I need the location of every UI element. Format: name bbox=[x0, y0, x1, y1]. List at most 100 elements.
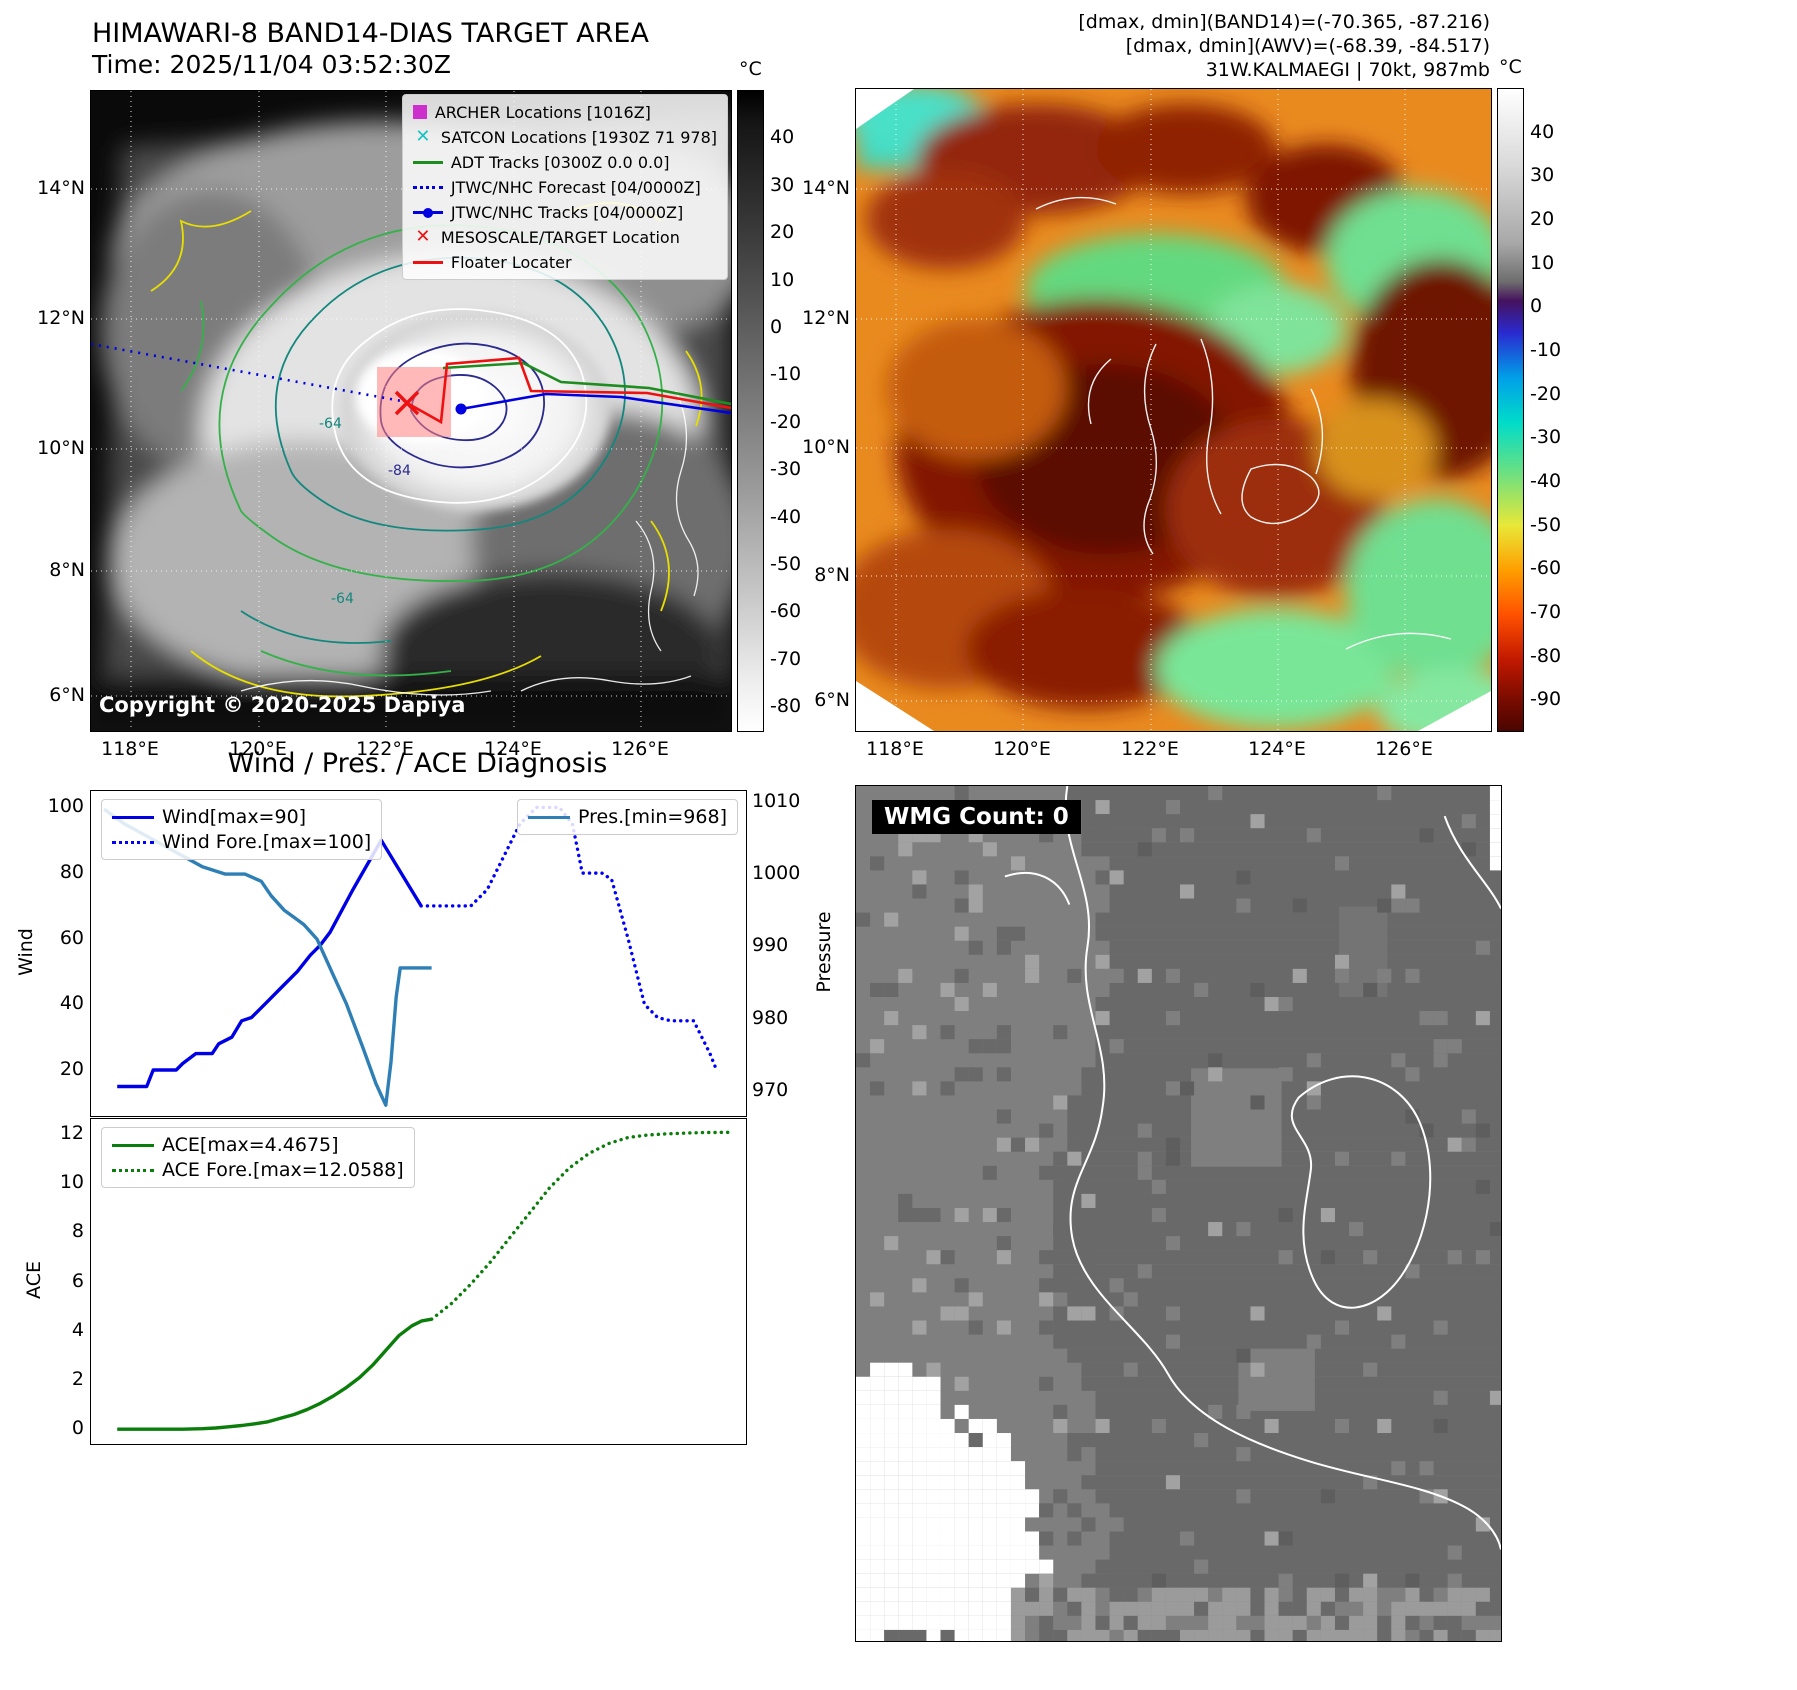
ace-axis-label: ACE bbox=[23, 1261, 45, 1299]
map1-y-axis: 14°N 12°N 10°N 8°N 6°N bbox=[30, 90, 85, 730]
ace-legend: ACE[max=4.4675] ACE Fore.[max=12.0588] bbox=[101, 1127, 415, 1188]
y-tick: 10°N bbox=[37, 437, 85, 459]
legend-item-forecast: JTWC/NHC Forecast [04/0000Z] bbox=[412, 176, 717, 198]
archer-square-icon bbox=[412, 105, 427, 119]
ace-line-icon bbox=[112, 1143, 154, 1147]
y-tick: 6°N bbox=[814, 689, 850, 711]
x-tick: 122°E bbox=[356, 738, 414, 760]
wind-legend: Wind[max=90] Wind Fore.[max=100] bbox=[101, 799, 383, 860]
satcon-x-icon: ✕ bbox=[415, 126, 431, 147]
wmg-map: WMG Count: 0 bbox=[855, 785, 1502, 1642]
legend-label: ACE[max=4.4675] bbox=[162, 1134, 339, 1156]
contour-label: -64 bbox=[319, 416, 342, 432]
legend-item-adt: ADT Tracks [0300Z 0.0 0.0] bbox=[412, 151, 717, 173]
y-tick: 14°N bbox=[37, 177, 85, 199]
colorbar-gradient bbox=[1497, 88, 1524, 732]
jtwc-track-point bbox=[455, 403, 467, 415]
awv-enhanced-map bbox=[855, 88, 1492, 732]
adt-track bbox=[442, 361, 731, 406]
legend-item-ace: ACE[max=4.4675] bbox=[112, 1134, 404, 1156]
legend-item-tracks: JTWC/NHC Tracks [04/0000Z] bbox=[412, 201, 717, 223]
dmax-dmin-awv: [dmax, dmin](AWV)=(-68.39, -84.517) bbox=[1125, 35, 1490, 57]
wind-pressure-plot bbox=[103, 805, 719, 1107]
legend-label: ARCHER Locations [1016Z] bbox=[434, 102, 651, 122]
kalmaegi-header: [dmax, dmin](BAND14)=(-70.365, -87.216) … bbox=[855, 10, 1490, 82]
x-tick: 118°E bbox=[101, 738, 159, 760]
x-tick: 120°E bbox=[229, 738, 287, 760]
y-tick: 6°N bbox=[49, 684, 85, 706]
legend-label: ADT Tracks [0300Z 0.0 0.0] bbox=[450, 152, 670, 172]
x-tick: 122°E bbox=[1121, 738, 1179, 760]
ace-chart: ACE[max=4.4675] ACE Fore.[max=12.0588] bbox=[90, 1118, 747, 1445]
map2-y-axis: 14°N 12°N 10°N 8°N 6°N bbox=[795, 88, 850, 730]
legend-label: JTWC/NHC Tracks [04/0000Z] bbox=[450, 202, 684, 222]
jtwc-track bbox=[460, 392, 731, 415]
wmg-count-badge: WMG Count: 0 bbox=[872, 800, 1081, 834]
x-tick: 120°E bbox=[993, 738, 1051, 760]
legend-label: Wind Fore.[max=100] bbox=[162, 831, 372, 853]
tracks-line-dot-icon bbox=[412, 207, 443, 218]
x-tick: 118°E bbox=[866, 738, 924, 760]
legend-item-wind: Wind[max=90] bbox=[112, 806, 371, 828]
band14-panel-title: HIMAWARI-8 BAND14-DIAS TARGET AREA bbox=[92, 18, 649, 49]
latlon-grid bbox=[856, 89, 1491, 731]
legend-item-archer: ARCHER Locations [1016Z] bbox=[412, 101, 717, 123]
y-tick: 14°N bbox=[802, 177, 850, 199]
pressure-legend: Pres.[min=968] bbox=[517, 799, 738, 835]
dmax-dmin-band14: [dmax, dmin](BAND14)=(-70.365, -87.216) bbox=[1078, 11, 1490, 33]
y-tick: 8°N bbox=[49, 559, 85, 581]
diagnosis-title: Wind / Pres. / ACE Diagnosis bbox=[227, 748, 608, 779]
mesoscale-target-box bbox=[377, 367, 451, 437]
jtwc-forecast-track bbox=[91, 342, 408, 404]
colorbar-ticks: 40 30 20 10 0 -10 -20 -30 -40 -50 -60 -70 -80 -90 bbox=[1530, 120, 1562, 711]
band14-satellite-map: ARCHER Locations [1016Z] ✕ SATCON Locatio… bbox=[90, 90, 732, 732]
x-tick: 126°E bbox=[1375, 738, 1433, 760]
legend-label: ACE Fore.[max=12.0588] bbox=[162, 1159, 404, 1181]
forecast-dotted-icon bbox=[412, 185, 443, 189]
pressure-axis-ticks: 970 980 990 1000 1010 bbox=[752, 789, 801, 1101]
pressure-axis-label: Pressure bbox=[813, 911, 835, 993]
legend-label: MESOSCALE/TARGET Location bbox=[440, 227, 680, 247]
colorbar-gradient bbox=[737, 90, 764, 732]
adt-line-icon bbox=[412, 160, 443, 164]
y-tick: 10°N bbox=[802, 436, 850, 458]
ace-plot bbox=[117, 1130, 732, 1431]
legend-item-mesoscale: ✕ MESOSCALE/TARGET Location bbox=[413, 226, 717, 248]
map1-x-axis: 118°E 120°E 122°E 124°E 126°E bbox=[0, 738, 810, 764]
x-tick: 126°E bbox=[611, 738, 669, 760]
legend-item-pressure: Pres.[min=968] bbox=[528, 806, 727, 828]
colorbar-unit-label: °C bbox=[1499, 56, 1522, 78]
awv-colorbar: °C 40 30 20 10 0 -10 -20 -30 -40 -50 -60 -70 -80 -90 bbox=[1497, 56, 1567, 732]
band14-colorbar: °C 40 30 20 10 0 -10 -20 -30 -40 -50 -60 -70 -80 bbox=[737, 58, 807, 732]
copyright-text: Copyright © 2020-2025 Dapiya bbox=[99, 693, 466, 717]
ace-forecast-dotted-icon bbox=[112, 1168, 154, 1172]
target-x-marker bbox=[394, 390, 420, 416]
y-tick: 8°N bbox=[814, 564, 850, 586]
wind-forecast-dotted-icon bbox=[112, 840, 154, 844]
legend-label: Floater Locater bbox=[450, 252, 572, 272]
wind-pressure-chart: Wind[max=90] Wind Fore.[max=100] Pres.[m… bbox=[90, 790, 747, 1117]
mesoscale-x-icon: ✕ bbox=[415, 226, 431, 247]
map2-x-axis: 118°E 120°E 122°E 124°E 126°E bbox=[855, 738, 1555, 764]
wind-axis-label: Wind bbox=[15, 928, 37, 976]
storm-id-intensity: 31W.KALMAEGI | 70kt, 987mb bbox=[1205, 59, 1490, 81]
legend-label: SATCON Locations [1930Z 71 978] bbox=[440, 127, 717, 147]
legend-label: JTWC/NHC Forecast [04/0000Z] bbox=[450, 177, 701, 197]
coastlines bbox=[1035, 196, 1452, 650]
legend-item-ace-forecast: ACE Fore.[max=12.0588] bbox=[112, 1159, 404, 1181]
x-tick: 124°E bbox=[1248, 738, 1306, 760]
colorbar-ticks: 40 30 20 10 0 -10 -20 -30 -40 -50 -60 -70 -80 bbox=[770, 126, 802, 718]
floater-line-icon bbox=[412, 260, 443, 264]
ace-axis-ticks: 0 2 4 6 8 10 12 bbox=[59, 1121, 84, 1440]
y-tick: 12°N bbox=[37, 307, 85, 329]
colorbar-unit-label: °C bbox=[739, 58, 762, 80]
x-tick: 124°E bbox=[484, 738, 542, 760]
pressure-line-icon bbox=[528, 815, 570, 819]
band14-panel-time: Time: 2025/11/04 03:52:30Z bbox=[92, 50, 451, 79]
floater-track bbox=[406, 356, 731, 425]
contour-label: -84 bbox=[388, 463, 411, 479]
legend-item-floater: Floater Locater bbox=[412, 251, 717, 273]
wind-axis-ticks: 20 40 60 80 100 bbox=[47, 795, 84, 1081]
wmg-mosaic-image bbox=[856, 786, 1501, 1641]
y-tick: 12°N bbox=[802, 307, 850, 329]
